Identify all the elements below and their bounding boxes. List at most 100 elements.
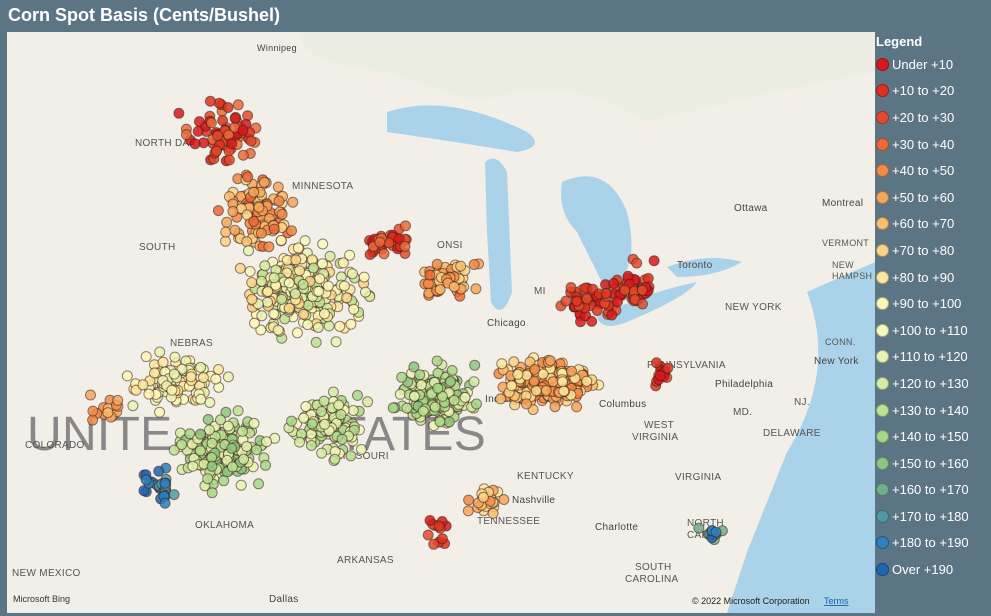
legend-label: +60 to +70 (892, 216, 955, 232)
map-label: ONSI (437, 240, 463, 251)
legend-item[interactable]: +100 to +110 (876, 317, 969, 344)
station-dot (140, 351, 152, 363)
station-dot (362, 396, 374, 408)
station-dot (470, 283, 482, 295)
legend-item[interactable]: +90 to +100 (876, 290, 969, 317)
map-label: WEST (644, 420, 674, 431)
station-dot (169, 351, 181, 363)
legend-item[interactable]: +10 to +20 (876, 78, 969, 105)
legend-item[interactable]: +20 to +30 (876, 104, 969, 131)
legend-item[interactable]: +40 to +50 (876, 157, 969, 184)
map-label: Winnipeg (257, 43, 297, 53)
station-dot (299, 235, 311, 247)
station-dot (234, 262, 246, 274)
map-label: NEBRAS (170, 338, 213, 349)
station-dot (428, 538, 440, 550)
station-dot (310, 336, 322, 348)
station-dot (255, 227, 267, 239)
legend-swatch (876, 483, 889, 497)
station-dot (215, 414, 226, 426)
terms-link[interactable]: Terms (824, 596, 849, 606)
ocean (727, 262, 875, 613)
legend-label: +170 to +180 (892, 508, 969, 524)
map-label: CARO (687, 530, 717, 541)
legend-item[interactable]: +180 to +190 (876, 530, 969, 557)
legend-item[interactable]: +110 to +120 (876, 344, 969, 371)
station-dot (221, 216, 233, 228)
legend-swatch (876, 350, 889, 364)
station-dot (290, 254, 302, 266)
station-dot (586, 315, 598, 327)
legend-label: +40 to +50 (892, 163, 955, 179)
station-dot (189, 138, 201, 150)
map-label: NORTH (687, 518, 724, 529)
legend-item[interactable]: +80 to +90 (876, 264, 969, 291)
station-dot (345, 318, 357, 330)
station-dot (273, 195, 285, 207)
station-dot (249, 317, 260, 329)
station-dot (143, 388, 155, 400)
legend-item[interactable]: +50 to +60 (876, 184, 969, 211)
map-label: NEW MEXICO (12, 568, 81, 579)
station-dot (253, 478, 264, 490)
station-dot (192, 125, 204, 137)
station-dot (302, 319, 314, 331)
station-dot (87, 414, 99, 426)
legend-swatch (876, 403, 889, 417)
station-dot (337, 257, 349, 269)
station-dot (512, 368, 524, 380)
station-dot (260, 459, 271, 471)
station-dot (648, 255, 660, 267)
station-dot (581, 293, 593, 305)
station-dot (272, 324, 284, 336)
legend-swatch (876, 164, 889, 178)
station-dot (102, 407, 114, 419)
station-dot (256, 310, 268, 322)
station-dot (424, 515, 436, 526)
station-dot (255, 324, 267, 336)
station-dot (508, 356, 520, 368)
station-dot (236, 425, 248, 437)
station-dot (212, 130, 224, 142)
station-dot (432, 382, 444, 394)
station-dot (571, 401, 583, 413)
legend-item[interactable]: +160 to +170 (876, 477, 969, 504)
station-dot (202, 473, 214, 485)
station-dot (319, 308, 330, 320)
legend-item[interactable]: +120 to +130 (876, 370, 969, 397)
station-dot (431, 355, 443, 367)
station-dot (112, 394, 124, 406)
legend-item[interactable]: +170 to +180 (876, 503, 969, 530)
map-label: CONN. (825, 337, 856, 347)
station-dot (149, 367, 160, 379)
legend-label: +20 to +30 (892, 109, 955, 125)
station-dot (394, 388, 406, 400)
legend-title: Legend (876, 34, 923, 49)
legend-item[interactable]: +130 to +140 (876, 397, 969, 424)
station-dot (300, 401, 312, 412)
legend-label: Under +10 (892, 56, 954, 72)
station-dot (429, 401, 441, 413)
station-dot (477, 491, 489, 503)
legend-item[interactable]: +140 to +150 (876, 423, 969, 450)
station-dot (448, 281, 460, 293)
station-dot (237, 124, 249, 136)
legend-label: +110 to +120 (892, 349, 968, 365)
station-dot (251, 444, 262, 456)
legend-item[interactable]: Over +190 (876, 556, 969, 583)
station-dot (471, 398, 482, 410)
station-dot (154, 406, 166, 418)
station-dot (85, 389, 96, 401)
legend-item[interactable]: +150 to +160 (876, 450, 969, 477)
map-label: MI (534, 286, 546, 297)
legend-item[interactable]: +60 to +70 (876, 211, 969, 238)
legend-item[interactable]: +70 to +80 (876, 237, 969, 264)
station-dot (184, 428, 196, 440)
legend-item[interactable]: +30 to +40 (876, 131, 969, 158)
legend-swatch (876, 323, 889, 337)
station-dot (313, 285, 325, 297)
map-label: NEW (832, 260, 854, 270)
lake-ontario (667, 258, 742, 277)
legend-item[interactable]: Under +10 (876, 51, 969, 78)
